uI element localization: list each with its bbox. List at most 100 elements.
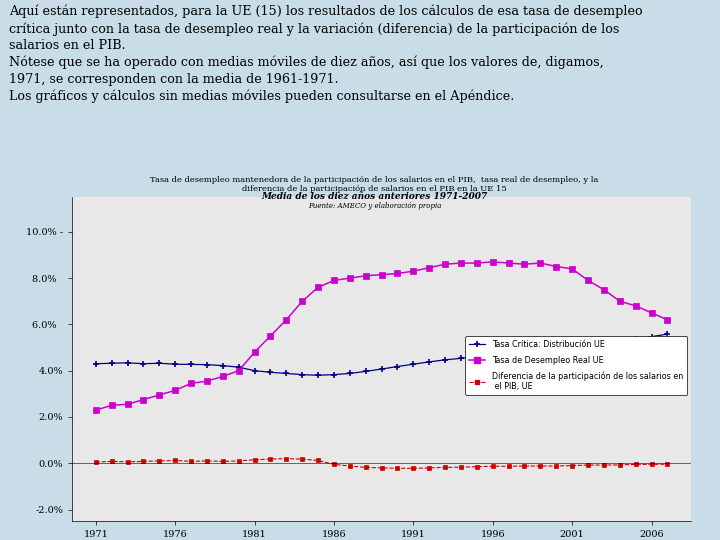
Tasa Crítica: Distribución UE: (1.99e+03, 4.38): Distribución UE: (1.99e+03, 4.38) xyxy=(425,359,433,365)
Diferencia de la participación de los salarios en
 el PIB, UE xyxy=(186,458,195,464)
Diferencia de la participación de los salarios en
 el PIB, UE xyxy=(456,464,465,470)
Tasa Crítica: Distribución UE: (2.01e+03, 5.58): Distribución UE: (2.01e+03, 5.58) xyxy=(663,331,672,338)
Tasa Crítica: Distribución UE: (1.97e+03, 4.34): Distribución UE: (1.97e+03, 4.34) xyxy=(123,360,132,366)
Diferencia de la participación de los salarios en
 el PIB, UE xyxy=(218,458,227,464)
Tasa de Desempleo Real UE xyxy=(616,298,624,305)
Tasa de Desempleo Real UE xyxy=(266,333,275,339)
Tasa Crítica: Distribución UE: (1.99e+03, 3.83): Distribución UE: (1.99e+03, 3.83) xyxy=(330,372,338,378)
Diferencia de la participación de los salarios en
 el PIB, UE xyxy=(441,464,449,471)
Line: Tasa de Desempleo Real UE: Tasa de Desempleo Real UE xyxy=(93,259,670,413)
Tasa de Desempleo Real UE xyxy=(584,277,593,284)
Tasa de Desempleo Real UE xyxy=(631,302,640,309)
Tasa Crítica: Distribución UE: (2.01e+03, 5.47): Distribución UE: (2.01e+03, 5.47) xyxy=(647,333,656,340)
Tasa de Desempleo Real UE xyxy=(186,380,195,387)
Line: Diferencia de la participación de los salarios en
 el PIB, UE: Diferencia de la participación de los sa… xyxy=(94,456,670,471)
Text: Media de los diez años anteriores 1971-2007: Media de los diez años anteriores 1971-2… xyxy=(261,192,487,201)
Tasa Crítica: Distribución UE: (1.98e+03, 4.32): Distribución UE: (1.98e+03, 4.32) xyxy=(155,360,163,367)
Tasa de Desempleo Real UE xyxy=(552,264,561,270)
Tasa de Desempleo Real UE xyxy=(218,373,227,380)
Diferencia de la participación de los salarios en
 el PIB, UE xyxy=(472,463,481,470)
Tasa de Desempleo Real UE xyxy=(361,273,370,279)
Diferencia de la participación de los salarios en
 el PIB, UE xyxy=(552,463,561,469)
Diferencia de la participación de los salarios en
 el PIB, UE xyxy=(361,464,370,471)
Tasa de Desempleo Real UE xyxy=(536,260,545,266)
Tasa de Desempleo Real UE xyxy=(123,401,132,408)
Tasa Crítica: Distribución UE: (1.98e+03, 3.88): Distribución UE: (1.98e+03, 3.88) xyxy=(282,370,291,377)
Diferencia de la participación de los salarios en
 el PIB, UE xyxy=(91,459,100,465)
Text: Fuente: AMECO y elaboración propia: Fuente: AMECO y elaboración propia xyxy=(307,202,441,211)
Tasa de Desempleo Real UE xyxy=(377,272,386,278)
Tasa de Desempleo Real UE xyxy=(663,316,672,323)
Tasa de Desempleo Real UE xyxy=(155,392,163,398)
Diferencia de la participación de los salarios en
 el PIB, UE xyxy=(647,461,656,468)
Tasa de Desempleo Real UE xyxy=(600,286,608,293)
Tasa Crítica: Distribución UE: (1.98e+03, 3.93): Distribución UE: (1.98e+03, 3.93) xyxy=(266,369,275,375)
Legend: Tasa Crítica: Distribución UE, Tasa de Desempleo Real UE, Diferencia de la parti: Tasa Crítica: Distribución UE, Tasa de D… xyxy=(465,336,687,395)
Tasa de Desempleo Real UE xyxy=(504,260,513,266)
Diferencia de la participación de los salarios en
 el PIB, UE xyxy=(251,456,259,463)
Tasa de Desempleo Real UE xyxy=(235,367,243,374)
Tasa Crítica: Distribución UE: (1.99e+03, 4.28): Distribución UE: (1.99e+03, 4.28) xyxy=(409,361,418,367)
Diferencia de la participación de los salarios en
 el PIB, UE xyxy=(123,458,132,465)
Diferencia de la participación de los salarios en
 el PIB, UE xyxy=(377,464,386,471)
Tasa Crítica: Distribución UE: (1.99e+03, 4.07): Distribución UE: (1.99e+03, 4.07) xyxy=(377,366,386,372)
Diferencia de la participación de los salarios en
 el PIB, UE xyxy=(282,455,291,462)
Diferencia de la participación de los salarios en
 el PIB, UE xyxy=(584,462,593,468)
Tasa de Desempleo Real UE xyxy=(568,266,577,272)
Tasa Crítica: Distribución UE: (1.98e+03, 4): Distribución UE: (1.98e+03, 4) xyxy=(251,367,259,374)
Diferencia de la participación de los salarios en
 el PIB, UE xyxy=(616,462,624,468)
Tasa de Desempleo Real UE xyxy=(409,268,418,274)
Diferencia de la participación de los salarios en
 el PIB, UE xyxy=(330,461,338,468)
Tasa de Desempleo Real UE xyxy=(647,309,656,316)
Tasa Crítica: Distribución UE: (1.98e+03, 4.26): Distribución UE: (1.98e+03, 4.26) xyxy=(202,361,211,368)
Tasa Crítica: Distribución UE: (2e+03, 4.77): Distribución UE: (2e+03, 4.77) xyxy=(504,349,513,356)
Diferencia de la participación de los salarios en
 el PIB, UE xyxy=(504,463,513,469)
Tasa Crítica: Distribución UE: (2e+03, 5.1): Distribución UE: (2e+03, 5.1) xyxy=(584,342,593,348)
Tasa de Desempleo Real UE xyxy=(171,387,179,394)
Text: Tasa de desempleo mantenedora de la participación de los salarios en el PIB,  ta: Tasa de desempleo mantenedora de la part… xyxy=(150,176,598,193)
Tasa Crítica: Distribución UE: (1.98e+03, 4.27): Distribución UE: (1.98e+03, 4.27) xyxy=(186,361,195,368)
Tasa de Desempleo Real UE xyxy=(91,407,100,413)
Diferencia de la participación de los salarios en
 el PIB, UE xyxy=(663,461,672,468)
Tasa Crítica: Distribución UE: (1.98e+03, 4.28): Distribución UE: (1.98e+03, 4.28) xyxy=(171,361,179,367)
Tasa de Desempleo Real UE xyxy=(314,284,323,291)
Tasa de Desempleo Real UE xyxy=(520,261,528,267)
Tasa Crítica: Distribución UE: (1.97e+03, 4.3): Distribución UE: (1.97e+03, 4.3) xyxy=(91,361,100,367)
Tasa Crítica: Distribución UE: (1.99e+03, 4.18): Distribución UE: (1.99e+03, 4.18) xyxy=(393,363,402,370)
Tasa de Desempleo Real UE xyxy=(139,396,148,403)
Tasa de Desempleo Real UE xyxy=(346,275,354,281)
Tasa de Desempleo Real UE xyxy=(107,402,116,409)
Tasa Crítica: Distribución UE: (1.99e+03, 4.53): Distribución UE: (1.99e+03, 4.53) xyxy=(456,355,465,362)
Tasa Crítica: Distribución UE: (1.98e+03, 4.22): Distribución UE: (1.98e+03, 4.22) xyxy=(218,362,227,369)
Tasa Crítica: Distribución UE: (2e+03, 4.62): Distribución UE: (2e+03, 4.62) xyxy=(472,353,481,360)
Tasa Crítica: Distribución UE: (2e+03, 4.83): Distribución UE: (2e+03, 4.83) xyxy=(520,348,528,355)
Tasa Crítica: Distribución UE: (2e+03, 4.68): Distribución UE: (2e+03, 4.68) xyxy=(488,352,497,358)
Tasa de Desempleo Real UE xyxy=(472,260,481,266)
Tasa Crítica: Distribución UE: (1.98e+03, 3.83): Distribución UE: (1.98e+03, 3.83) xyxy=(298,372,307,378)
Diferencia de la participación de los salarios en
 el PIB, UE xyxy=(298,456,307,462)
Tasa de Desempleo Real UE xyxy=(441,261,449,267)
Diferencia de la participación de los salarios en
 el PIB, UE xyxy=(520,463,528,469)
Tasa Crítica: Distribución UE: (2e+03, 4.92): Distribución UE: (2e+03, 4.92) xyxy=(536,346,545,353)
Diferencia de la participación de los salarios en
 el PIB, UE xyxy=(155,458,163,464)
Tasa Crítica: Distribución UE: (2e+03, 5.27): Distribución UE: (2e+03, 5.27) xyxy=(616,338,624,345)
Tasa Crítica: Distribución UE: (2e+03, 5.18): Distribución UE: (2e+03, 5.18) xyxy=(600,340,608,347)
Tasa de Desempleo Real UE xyxy=(425,265,433,271)
Tasa de Desempleo Real UE xyxy=(298,298,307,305)
Diferencia de la participación de los salarios en
 el PIB, UE xyxy=(488,463,497,469)
Tasa Crítica: Distribución UE: (1.99e+03, 3.88): Distribución UE: (1.99e+03, 3.88) xyxy=(346,370,354,377)
Tasa Crítica: Distribución UE: (1.99e+03, 4.47): Distribución UE: (1.99e+03, 4.47) xyxy=(441,356,449,363)
Tasa Crítica: Distribución UE: (1.97e+03, 4.3): Distribución UE: (1.97e+03, 4.3) xyxy=(139,361,148,367)
Tasa Crítica: Distribución UE: (1.97e+03, 4.32): Distribución UE: (1.97e+03, 4.32) xyxy=(107,360,116,367)
Diferencia de la participación de los salarios en
 el PIB, UE xyxy=(600,462,608,468)
Diferencia de la participación de los salarios en
 el PIB, UE xyxy=(171,457,179,464)
Line: Tasa Crítica: Distribución UE: Tasa Crítica: Distribución UE xyxy=(93,331,670,379)
Tasa de Desempleo Real UE xyxy=(488,259,497,265)
Tasa Crítica: Distribución UE: (1.99e+03, 3.97): Distribución UE: (1.99e+03, 3.97) xyxy=(361,368,370,375)
Diferencia de la participación de los salarios en
 el PIB, UE xyxy=(425,464,433,471)
Tasa de Desempleo Real UE xyxy=(282,316,291,323)
Tasa de Desempleo Real UE xyxy=(393,270,402,276)
Diferencia de la participación de los salarios en
 el PIB, UE xyxy=(409,465,418,471)
Diferencia de la participación de los salarios en
 el PIB, UE xyxy=(202,458,211,464)
Tasa Crítica: Distribución UE: (2e+03, 5.37): Distribución UE: (2e+03, 5.37) xyxy=(631,336,640,342)
